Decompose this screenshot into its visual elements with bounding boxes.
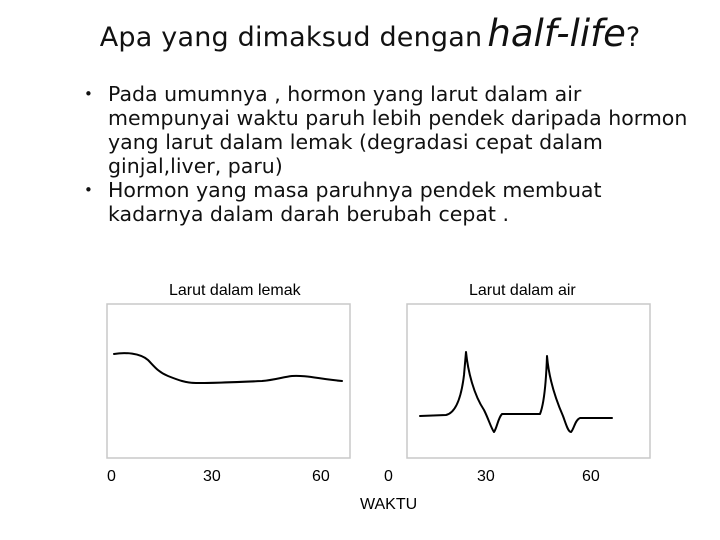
slide-title: Apa yang dimaksud dengan half-life? (0, 12, 720, 55)
left-tick-label: 60 (312, 468, 330, 485)
left-curve (113, 352, 343, 385)
right-figure-frame (406, 303, 651, 459)
bullet-item: • Pada umumnya , hormon yang larut dalam… (84, 82, 690, 178)
right-tick-label: 30 (477, 468, 495, 485)
bullet-text: Pada umumnya , hormon yang larut dalam a… (108, 82, 688, 178)
title-end-text: ? (625, 22, 641, 53)
right-tick-label: 0 (384, 468, 393, 485)
bullet-list: • Pada umumnya , hormon yang larut dalam… (84, 82, 690, 226)
right-tick-label: 60 (582, 468, 600, 485)
left-tick-label: 0 (107, 468, 116, 485)
bullet-marker: • (84, 85, 93, 103)
bullet-marker: • (84, 181, 93, 199)
title-main-text: Apa yang dimaksud dengan (99, 22, 483, 53)
time-axis-caption: WAKTU (360, 496, 418, 513)
title-emphasis-text: half-life (487, 12, 626, 55)
right-curve (419, 351, 613, 433)
left-tick-label: 30 (203, 468, 221, 485)
left-figure-frame (106, 303, 351, 459)
bullet-item: • Hormon yang masa paruhnya pendek membu… (84, 178, 690, 226)
left-figure-label: Larut dalam lemak (169, 282, 301, 299)
bullet-text: Hormon yang masa paruhnya pendek membuat… (108, 178, 602, 226)
right-figure-label: Larut dalam air (469, 282, 576, 299)
